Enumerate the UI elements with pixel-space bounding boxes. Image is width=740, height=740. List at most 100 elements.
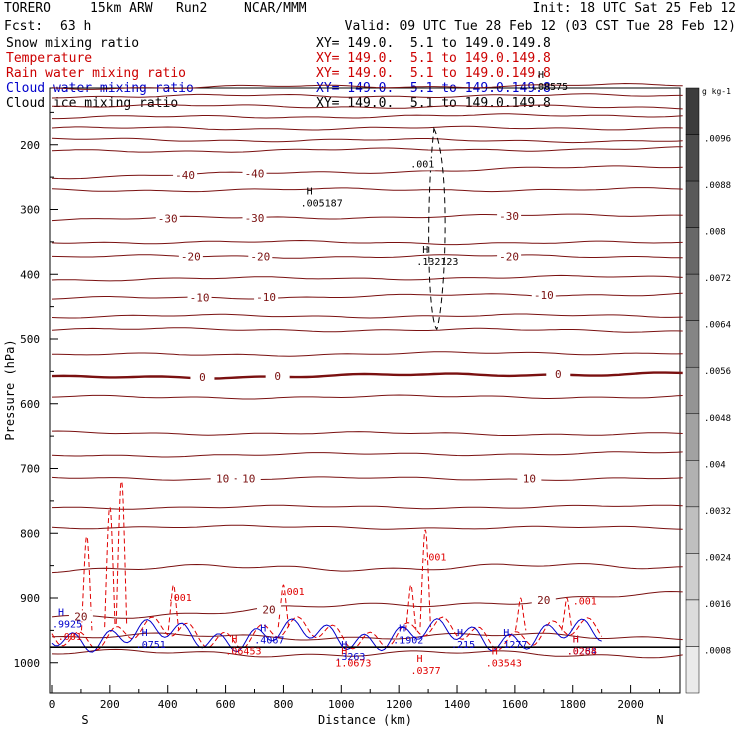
y-tick-label: 700 bbox=[20, 463, 40, 476]
rain-contour bbox=[405, 584, 417, 631]
x-tick-label: 800 bbox=[274, 698, 294, 711]
temp-label: -10 bbox=[534, 289, 554, 302]
y-tick-label: 300 bbox=[20, 204, 40, 217]
max-value: .1902 bbox=[393, 636, 423, 647]
temp-label: 10 bbox=[216, 472, 229, 485]
max-value: .0284 bbox=[567, 647, 597, 658]
temp-label-background bbox=[256, 603, 281, 615]
temp-contour-line bbox=[51, 632, 683, 641]
colorbar-tick-label: .008 bbox=[704, 228, 726, 238]
colorbar-segment bbox=[685, 599, 700, 647]
temp-label: 20 bbox=[537, 594, 550, 607]
temp-label-background bbox=[178, 250, 203, 262]
temp-label-background bbox=[242, 211, 267, 223]
temp-contour-line bbox=[52, 113, 683, 120]
max-marker: H bbox=[422, 245, 428, 256]
x-tick-label: 400 bbox=[158, 698, 178, 711]
max-value: .03543 bbox=[486, 658, 522, 669]
colorbar-tick-label: .0096 bbox=[704, 135, 731, 145]
max-value: .215 bbox=[451, 640, 475, 651]
max-marker: H bbox=[573, 635, 579, 646]
x-end-label-right: N bbox=[656, 713, 663, 727]
x-axis-label: Distance (km) bbox=[318, 713, 412, 727]
max-value: .06453 bbox=[225, 647, 261, 658]
field-name-temperature: Temperature bbox=[6, 51, 93, 66]
temp-contour-0 bbox=[51, 371, 683, 380]
y-tick-label: 800 bbox=[20, 527, 40, 540]
max-value: .005187 bbox=[301, 199, 343, 210]
cloud-water-contour bbox=[51, 618, 602, 653]
x-tick-label: 2000 bbox=[617, 698, 644, 711]
x-tick-label: 1400 bbox=[444, 698, 471, 711]
init-time: Init: 18 UTC Sat 25 Feb 12 bbox=[532, 1, 737, 16]
max-value: .132123 bbox=[416, 257, 458, 268]
temp-label-background bbox=[531, 288, 556, 300]
colorbar-tick-label: .004 bbox=[704, 460, 726, 470]
max-marker: H bbox=[231, 635, 237, 646]
max-value: .3263 bbox=[335, 652, 365, 663]
run-label: Run2 bbox=[176, 1, 208, 16]
temp-contour-line bbox=[52, 104, 683, 110]
temp-label-background bbox=[242, 167, 267, 179]
x-tick-label: 1200 bbox=[386, 698, 413, 711]
rain-contour bbox=[81, 535, 93, 631]
snow-label-background bbox=[409, 158, 436, 171]
temp-label-background bbox=[173, 168, 198, 180]
colorbar-tick-label: .0032 bbox=[704, 507, 731, 517]
temp-label-background bbox=[265, 370, 290, 382]
max-value: .0377 bbox=[411, 666, 441, 677]
x-tick-label: 600 bbox=[216, 698, 236, 711]
max-value: .0268 bbox=[567, 647, 597, 658]
temp-label-background bbox=[68, 610, 93, 622]
temp-contour-line bbox=[51, 125, 683, 131]
colorbar-tick-label: .0024 bbox=[704, 553, 731, 563]
rain-contour bbox=[419, 529, 431, 628]
temp-contour-line bbox=[51, 82, 683, 90]
temp-contour-line bbox=[51, 93, 683, 99]
max-marker: H bbox=[341, 646, 347, 657]
x-tick-label: 200 bbox=[100, 698, 120, 711]
x-tick-label: 0 bbox=[49, 698, 56, 711]
temp-label: 0 bbox=[199, 371, 206, 384]
temp-label-background bbox=[210, 472, 235, 484]
temp-contour-line bbox=[51, 239, 683, 246]
colorbar-segment bbox=[685, 87, 700, 135]
temp-label-background bbox=[546, 368, 571, 380]
colorbar-segment bbox=[685, 134, 700, 182]
temp-label-background bbox=[497, 250, 522, 262]
max-value: .9925 bbox=[52, 619, 82, 630]
colorbar-tick-label: .0056 bbox=[704, 367, 731, 377]
temp-contour-line bbox=[51, 313, 683, 319]
temp-contour-line bbox=[51, 524, 683, 530]
colorbar-segment bbox=[685, 553, 700, 601]
temp-label-background bbox=[190, 370, 215, 382]
forecast-label: Fcst: bbox=[4, 19, 44, 34]
colorbar-segment bbox=[685, 180, 700, 228]
colorbar: .0096 .0088 .008 .0072 .0064 .0056 .0048 .004 .0… bbox=[685, 87, 731, 694]
precip-contours bbox=[50, 480, 680, 653]
colorbar-segment bbox=[685, 366, 700, 415]
colorbar-segment bbox=[685, 273, 700, 321]
temp-label-background bbox=[497, 209, 522, 221]
temp-label: 0 bbox=[274, 370, 281, 383]
temp-contour-line bbox=[51, 563, 683, 574]
rain-label: .001 bbox=[573, 596, 597, 607]
temp-label: -30 bbox=[499, 210, 519, 223]
max-marker: H bbox=[58, 607, 64, 618]
temp-label-background bbox=[517, 472, 542, 484]
x-tick-label: 1600 bbox=[502, 698, 529, 711]
temp-label: -40 bbox=[245, 168, 265, 181]
temp-contour-line bbox=[51, 504, 683, 510]
temp-contour--10 bbox=[51, 292, 683, 300]
field-name-snow: Snow mixing ratio bbox=[6, 36, 140, 51]
temp-label: -20 bbox=[181, 251, 201, 264]
field-xy-rain: XY= 149.0. 5.1 to 149.0.149.8 bbox=[316, 66, 551, 81]
max-marker: H bbox=[399, 624, 405, 635]
rain-contour bbox=[167, 584, 180, 631]
max-value: .00575 bbox=[532, 82, 568, 93]
temp-contour-line bbox=[51, 187, 683, 193]
max-marker: H bbox=[341, 640, 347, 651]
org-label: NCAR/MMM bbox=[244, 1, 307, 16]
temp-label: -30 bbox=[245, 212, 265, 225]
